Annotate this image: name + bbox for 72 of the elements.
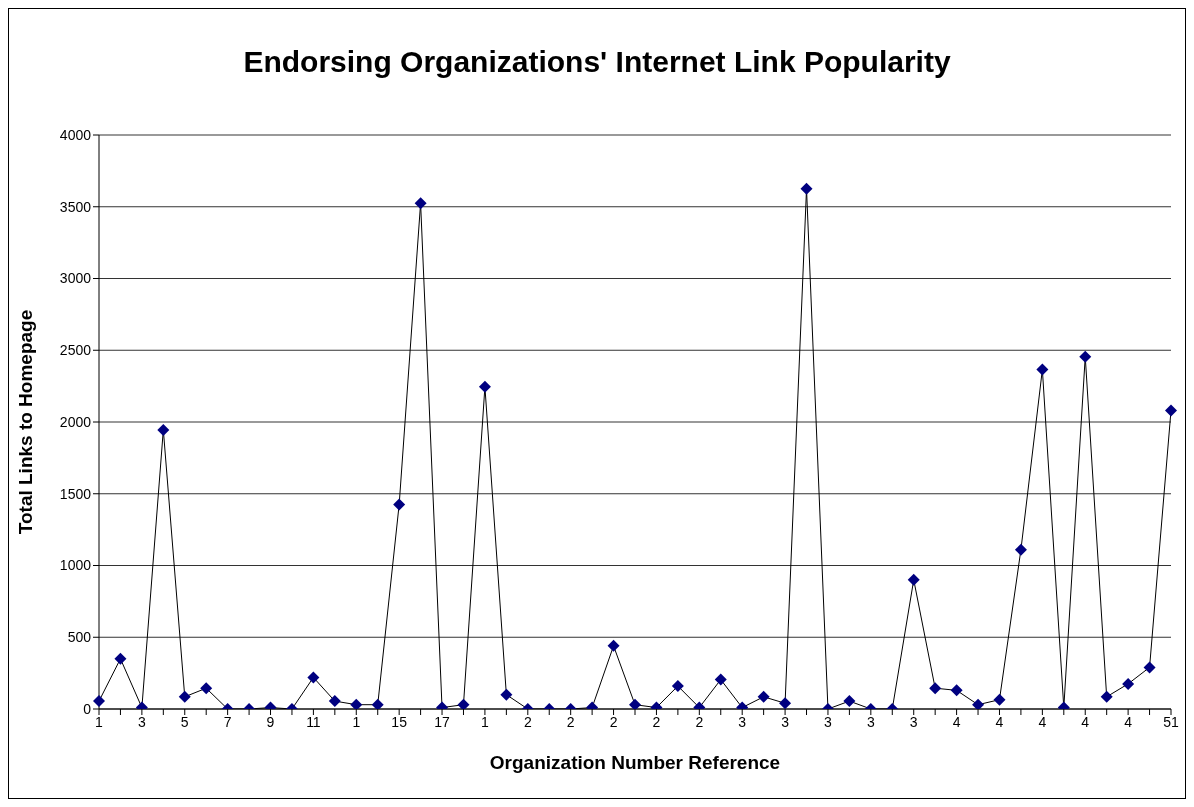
- x-tick-label: 3: [866, 713, 875, 730]
- x-tick-label: 4: [995, 713, 1004, 730]
- point: [114, 652, 127, 665]
- x-tick-label: 3: [824, 713, 833, 730]
- x-tick-label: 2: [652, 713, 661, 730]
- point: [478, 380, 491, 393]
- point: [972, 698, 985, 709]
- x-tick-label: 11: [306, 713, 321, 730]
- point: [1122, 677, 1135, 690]
- x-tick-label: 1: [352, 713, 361, 730]
- point: [200, 682, 213, 695]
- x-tick-label: 3: [909, 713, 918, 730]
- x-tick-label: 51: [1163, 713, 1179, 730]
- point: [307, 671, 320, 684]
- point: [371, 698, 384, 709]
- point: [350, 698, 363, 709]
- point: [757, 690, 770, 703]
- point: [1143, 661, 1156, 674]
- point: [629, 698, 641, 709]
- point: [929, 682, 942, 695]
- x-tick-label: 9: [266, 713, 275, 730]
- point: [1165, 404, 1177, 417]
- point: [1036, 363, 1049, 376]
- x-tick-label: 1: [481, 713, 490, 730]
- x-tick-label: 2: [566, 713, 575, 730]
- point: [671, 680, 684, 693]
- x-tick-label: 2: [695, 713, 704, 730]
- point: [993, 693, 1006, 706]
- point: [779, 697, 792, 709]
- point: [1100, 690, 1113, 703]
- y-tick-label: 2500: [59, 342, 92, 359]
- x-tick-label: 1: [95, 713, 104, 730]
- x-tick-label: 4: [1124, 713, 1133, 730]
- x-tick-label: 5: [180, 713, 189, 730]
- x-tick-label: 4: [952, 713, 961, 730]
- point: [178, 690, 191, 703]
- point: [393, 498, 406, 511]
- chart-title: Endorsing Organizations' Internet Link Popularity: [242, 45, 952, 79]
- y-tick-label: 1000: [59, 557, 92, 574]
- y-axis-title: Total Links to Homepage: [14, 309, 36, 535]
- x-tick-label: 15: [391, 713, 408, 730]
- x-tick-label: 3: [137, 713, 146, 730]
- y-tick-label: 500: [67, 629, 92, 646]
- x-tick-label: 17: [434, 713, 451, 730]
- point: [843, 695, 856, 708]
- x-axis-title: Organization Number Reference: [489, 752, 781, 773]
- point: [1079, 350, 1092, 363]
- y-tick-label: 2000: [59, 413, 92, 430]
- x-tick-label: 2: [523, 713, 532, 730]
- y-tick-label: 0: [83, 700, 92, 717]
- point: [414, 197, 427, 210]
- y-tick-label: 3500: [59, 198, 92, 215]
- point: [328, 695, 341, 708]
- x-tick-label: 4: [1081, 713, 1090, 730]
- x-tick-label: 4: [1038, 713, 1047, 730]
- y-tick-label: 4000: [59, 126, 92, 143]
- x-tick-label: 3: [738, 713, 747, 730]
- point: [93, 695, 105, 708]
- point: [800, 182, 813, 195]
- x-tick-label: 2: [609, 713, 618, 730]
- point: [714, 673, 727, 686]
- x-tick-label: 3: [781, 713, 790, 730]
- y-tick-label: 1500: [59, 485, 92, 502]
- point: [907, 573, 920, 586]
- point: [500, 688, 513, 701]
- point: [1014, 543, 1027, 556]
- point: [950, 684, 963, 697]
- point: [157, 423, 170, 436]
- y-tick-label: 3000: [59, 270, 92, 287]
- point: [607, 639, 620, 652]
- point: [457, 698, 470, 709]
- x-tick-label: 7: [223, 713, 232, 730]
